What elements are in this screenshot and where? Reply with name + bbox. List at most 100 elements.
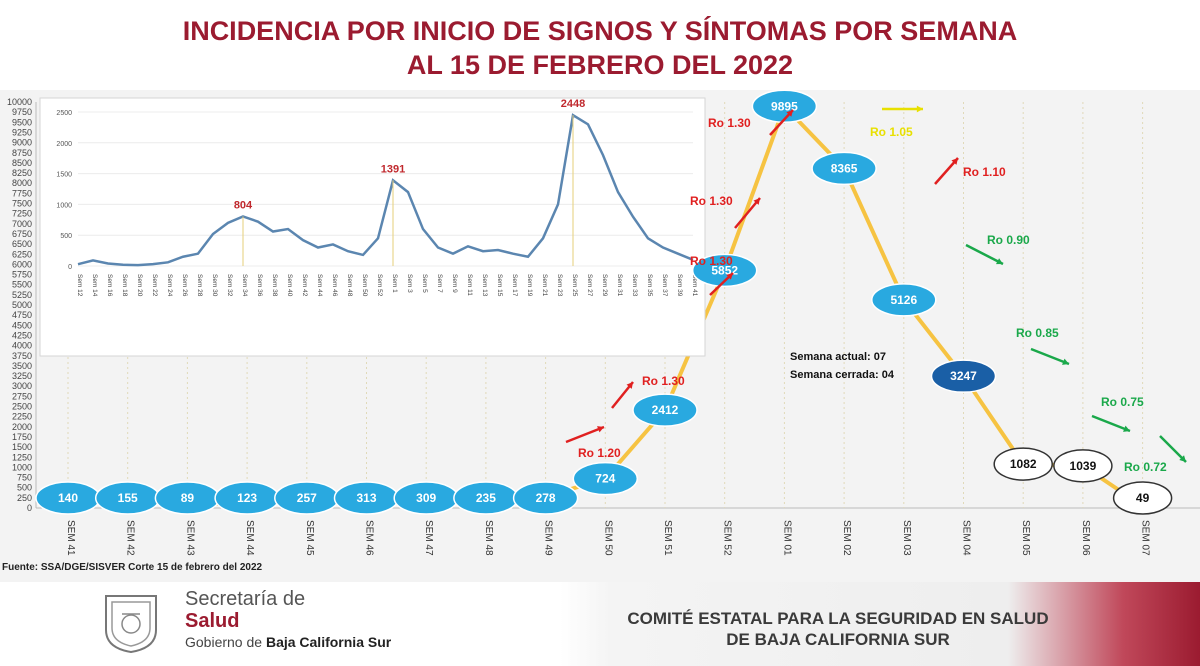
ro-arrow-head <box>951 158 958 165</box>
ro-label: Ro 1.30 <box>690 254 733 268</box>
inset-x-tick-label: Sem 41 <box>691 274 698 297</box>
inset-x-tick-label: Sem 18 <box>121 274 128 297</box>
x-tick-label: SEM 04 <box>961 520 972 556</box>
inset-x-tick-label: Sem 12 <box>76 274 83 297</box>
data-label: 89 <box>181 491 195 505</box>
inset-x-tick-label: Sem 50 <box>361 274 368 297</box>
main-chart: 0250500750100012501500175020002250250027… <box>7 90 1200 556</box>
y-tick-label: 9750 <box>12 107 32 117</box>
y-tick-label: 750 <box>17 473 32 483</box>
y-tick-label: 0 <box>27 503 32 513</box>
footer-right <box>560 582 1200 666</box>
y-tick-label: 6750 <box>12 229 32 239</box>
ro-arrow-head <box>753 198 760 205</box>
inset-x-tick-label: Sem 3 <box>406 274 413 293</box>
data-label-bubble <box>751 90 818 124</box>
x-tick-label: SEM 43 <box>184 520 195 556</box>
inset-chart-area <box>39 97 706 357</box>
data-label-bubble <box>1053 449 1113 483</box>
y-tick-label: 9250 <box>12 127 32 137</box>
data-label: 5126 <box>890 293 917 307</box>
y-tick-label: 7500 <box>12 199 32 209</box>
ro-label: Ro 1.30 <box>642 374 685 388</box>
inset-peak-label: 804 <box>234 199 253 211</box>
data-label: 140 <box>58 491 78 505</box>
y-tick-label: 1000 <box>12 462 32 472</box>
inset-x-tick-label: Sem 34 <box>241 274 248 297</box>
y-tick-label: 5000 <box>12 300 32 310</box>
data-label: 313 <box>356 491 376 505</box>
data-label: 3247 <box>950 369 977 383</box>
ro-label: Ro 1.20 <box>578 446 621 460</box>
ro-arrow-head <box>726 273 733 280</box>
x-tick-label: SEM 07 <box>1140 520 1151 556</box>
inset-x-tick-label: Sem 23 <box>556 274 563 297</box>
y-tick-label: 2250 <box>12 412 32 422</box>
data-label-bubble <box>512 481 579 515</box>
inset-y-tick-label: 2500 <box>56 110 72 117</box>
inset-x-tick-label: Sem 1 <box>391 274 398 293</box>
inset-y-tick-label: 500 <box>60 233 72 240</box>
x-tick-label: SEM 01 <box>781 520 792 556</box>
y-tick-label: 250 <box>17 493 32 503</box>
chart-title: INCIDENCIA POR INICIO DE SIGNOS Y SÍNTOM… <box>0 14 1200 82</box>
inset-x-tick-label: Sem 13 <box>481 274 488 297</box>
x-tick-label: SEM 42 <box>125 520 136 556</box>
y-tick-label: 9000 <box>12 138 32 148</box>
y-tick-label: 3000 <box>12 381 32 391</box>
ro-label: Ro 0.90 <box>987 233 1030 247</box>
inset-x-tick-label: Sem 35 <box>646 274 653 297</box>
inset-x-tick-label: Sem 21 <box>541 274 548 297</box>
x-tick-label: SEM 45 <box>304 520 315 556</box>
y-tick-label: 4250 <box>12 330 32 340</box>
data-label-bubble <box>871 283 937 317</box>
ro-label: Ro 0.75 <box>1101 395 1144 409</box>
ro-label: Ro 1.30 <box>708 116 751 130</box>
y-tick-label: 10000 <box>7 97 32 107</box>
data-label-bubble <box>572 461 639 496</box>
y-tick-label: 4500 <box>12 320 32 330</box>
y-tick-label: 6250 <box>12 249 32 259</box>
inset-x-tick-label: Sem 14 <box>91 274 98 297</box>
inset-x-tick-label: Sem 42 <box>301 274 308 297</box>
inset-x-tick-label: Sem 26 <box>181 274 188 297</box>
ro-arrow-head <box>1179 455 1186 462</box>
inset-x-tick-label: Sem 44 <box>316 274 323 297</box>
y-tick-label: 4750 <box>12 310 32 320</box>
data-label: 123 <box>237 491 257 505</box>
y-tick-label: 6500 <box>12 239 32 249</box>
inset-x-tick-label: Sem 24 <box>166 274 173 297</box>
inset-y-tick-label: 1500 <box>56 172 72 179</box>
state-seal-icon <box>105 595 157 654</box>
committee-line-2: DE BAJA CALIFORNIA SUR <box>726 630 950 649</box>
source-note: Fuente: SSA/DGE/SISVER Corte 15 de febre… <box>2 562 263 573</box>
y-tick-label: 8250 <box>12 168 32 178</box>
inset-x-tick-label: Sem 7 <box>436 274 443 293</box>
brand-line-3: Gobierno de Baja California Sur <box>185 634 391 650</box>
x-tick-label: SEM 49 <box>543 520 554 556</box>
y-tick-label: 500 <box>17 483 32 493</box>
title-line-2: AL 15 DE FEBRERO DEL 2022 <box>406 50 794 80</box>
inset-x-tick-label: Sem 48 <box>346 274 353 297</box>
x-tick-label: SEM 48 <box>483 520 494 556</box>
inset-x-tick-label: Sem 32 <box>226 274 233 297</box>
ro-arrow-head <box>597 426 604 433</box>
data-label: 257 <box>297 491 317 505</box>
ro-arrow <box>1030 347 1070 366</box>
brand-line-3-pre: Gobierno de <box>185 634 266 650</box>
data-label-bubble <box>632 393 698 427</box>
inset-x-tick-label: Sem 17 <box>511 274 518 297</box>
brand-line-3-bold: Baja California Sur <box>265 634 392 650</box>
y-tick-label: 7750 <box>12 188 32 198</box>
ro-label: Ro 1.30 <box>690 194 733 208</box>
inset-x-tick-label: Sem 5 <box>421 274 428 293</box>
y-tick-label: 5250 <box>12 290 32 300</box>
data-label-bubble <box>811 151 877 186</box>
data-label-bubble <box>691 253 758 288</box>
inset-x-tick-label: Sem 15 <box>496 274 503 297</box>
ro-arrow <box>1091 414 1131 433</box>
ro-arrow <box>565 425 605 444</box>
data-label: 235 <box>476 491 496 505</box>
y-tick-label: 7000 <box>12 219 32 229</box>
inset-y-tick-label: 1000 <box>56 202 72 209</box>
